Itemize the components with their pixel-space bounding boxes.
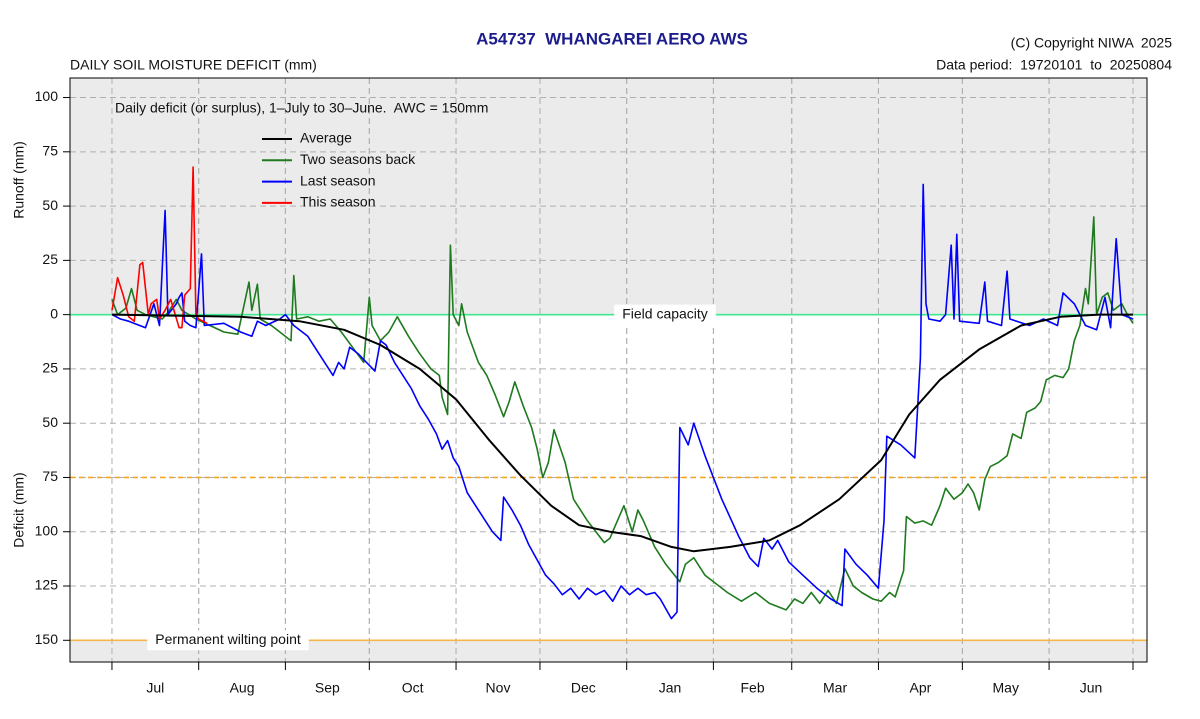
x-tick-label: Mar xyxy=(823,680,847,696)
y-tick-label: 25 xyxy=(42,251,58,267)
legend-label: Average xyxy=(300,130,352,146)
y-tick-label: 50 xyxy=(42,414,58,430)
y-tick-label: 100 xyxy=(35,88,59,104)
series-line xyxy=(111,216,1134,611)
copyright: (C) Copyright NIWA 2025 xyxy=(1011,35,1173,51)
x-tick-label: Sep xyxy=(315,680,340,696)
y-tick-label: 75 xyxy=(42,143,58,159)
y-tick-label: 125 xyxy=(35,577,59,593)
x-tick-label: Aug xyxy=(230,680,255,696)
below-wilting-zone xyxy=(70,640,1147,662)
y-axis-label: Deficit (mm) xyxy=(11,472,27,547)
y-tick-label: 50 xyxy=(42,197,58,213)
y-axis-label: Runoff (mm) xyxy=(11,141,27,219)
y-tick-label: 150 xyxy=(35,631,59,647)
label-background xyxy=(614,304,716,325)
x-tick-label: Jun xyxy=(1080,680,1103,696)
plot-area xyxy=(70,78,1147,662)
surplus-zone xyxy=(70,78,1147,315)
series-line xyxy=(111,313,1133,553)
x-tick-label: Nov xyxy=(486,680,511,696)
x-tick-label: May xyxy=(993,680,1019,696)
subtitle: DAILY SOIL MOISTURE DEFICIT (mm) xyxy=(70,57,317,73)
legend-label: This season xyxy=(300,194,375,210)
x-tick-label: Jan xyxy=(659,680,682,696)
label-background xyxy=(147,630,309,651)
reference-label: Field capacity xyxy=(622,305,708,321)
y-tick-label: 75 xyxy=(42,468,58,484)
legend-label: Last season xyxy=(300,172,376,188)
reference-label: Permanent wilting point xyxy=(155,631,301,647)
x-tick-label: Jul xyxy=(146,680,164,696)
legend-label: Two seasons back xyxy=(300,151,416,167)
x-tick-label: Dec xyxy=(571,680,596,696)
series-line xyxy=(111,183,1134,620)
y-tick-label: 0 xyxy=(50,305,58,321)
data-period: Data period: 19720101 to 20250804 xyxy=(936,57,1172,73)
chart-title: A54737 WHANGAREI AERO AWS xyxy=(476,29,748,48)
y-tick-label: 100 xyxy=(35,522,59,538)
x-tick-label: Feb xyxy=(741,680,765,696)
x-tick-label: Oct xyxy=(402,680,424,696)
x-tick-label: Apr xyxy=(910,680,932,696)
y-tick-label: 25 xyxy=(42,360,58,376)
annotation: Daily deficit (or surplus), 1–July to 30… xyxy=(115,100,488,116)
plot-frame xyxy=(69,77,1148,663)
series-line xyxy=(111,166,208,329)
